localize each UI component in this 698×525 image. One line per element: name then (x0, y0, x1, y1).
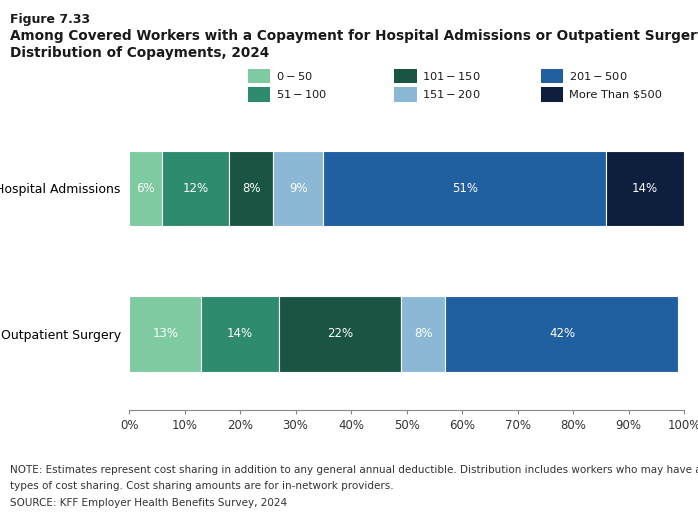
Bar (274, 151, 323, 226)
Bar (163, 151, 229, 226)
Text: 42%: 42% (549, 328, 575, 340)
Bar (129, 296, 201, 372)
Text: $151 - $200: $151 - $200 (422, 89, 481, 100)
Text: SOURCE: KFF Employer Health Benefits Survey, 2024: SOURCE: KFF Employer Health Benefits Sur… (10, 498, 288, 508)
Text: 6%: 6% (137, 182, 155, 195)
Text: 51%: 51% (452, 182, 478, 195)
Bar (323, 151, 607, 226)
Text: 8%: 8% (414, 328, 433, 340)
Bar (129, 151, 163, 226)
Bar (201, 296, 279, 372)
Text: Figure 7.33: Figure 7.33 (10, 13, 91, 26)
Text: $201 - $500: $201 - $500 (569, 70, 628, 82)
Text: $101 - $150: $101 - $150 (422, 70, 481, 82)
Text: Distribution of Copayments, 2024: Distribution of Copayments, 2024 (10, 46, 269, 60)
Text: 22%: 22% (327, 328, 353, 340)
Text: 9%: 9% (289, 182, 308, 195)
Text: 14%: 14% (632, 182, 658, 195)
Text: 12%: 12% (183, 182, 209, 195)
Bar (445, 296, 678, 372)
Bar (229, 151, 274, 226)
Text: 13%: 13% (152, 328, 178, 340)
Bar (279, 296, 401, 372)
Bar (607, 151, 684, 226)
Text: 14%: 14% (227, 328, 253, 340)
Text: More Than $500: More Than $500 (569, 89, 662, 100)
Text: $0 - $50: $0 - $50 (276, 70, 313, 82)
Text: 8%: 8% (242, 182, 260, 195)
Text: NOTE: Estimates represent cost sharing in addition to any general annual deducti: NOTE: Estimates represent cost sharing i… (10, 465, 698, 475)
Text: Among Covered Workers with a Copayment for Hospital Admissions or Outpatient Sur: Among Covered Workers with a Copayment f… (10, 29, 698, 43)
Text: types of cost sharing. Cost sharing amounts are for in-network providers.: types of cost sharing. Cost sharing amou… (10, 481, 394, 491)
Bar (401, 296, 445, 372)
Text: $51 - $100: $51 - $100 (276, 89, 327, 100)
